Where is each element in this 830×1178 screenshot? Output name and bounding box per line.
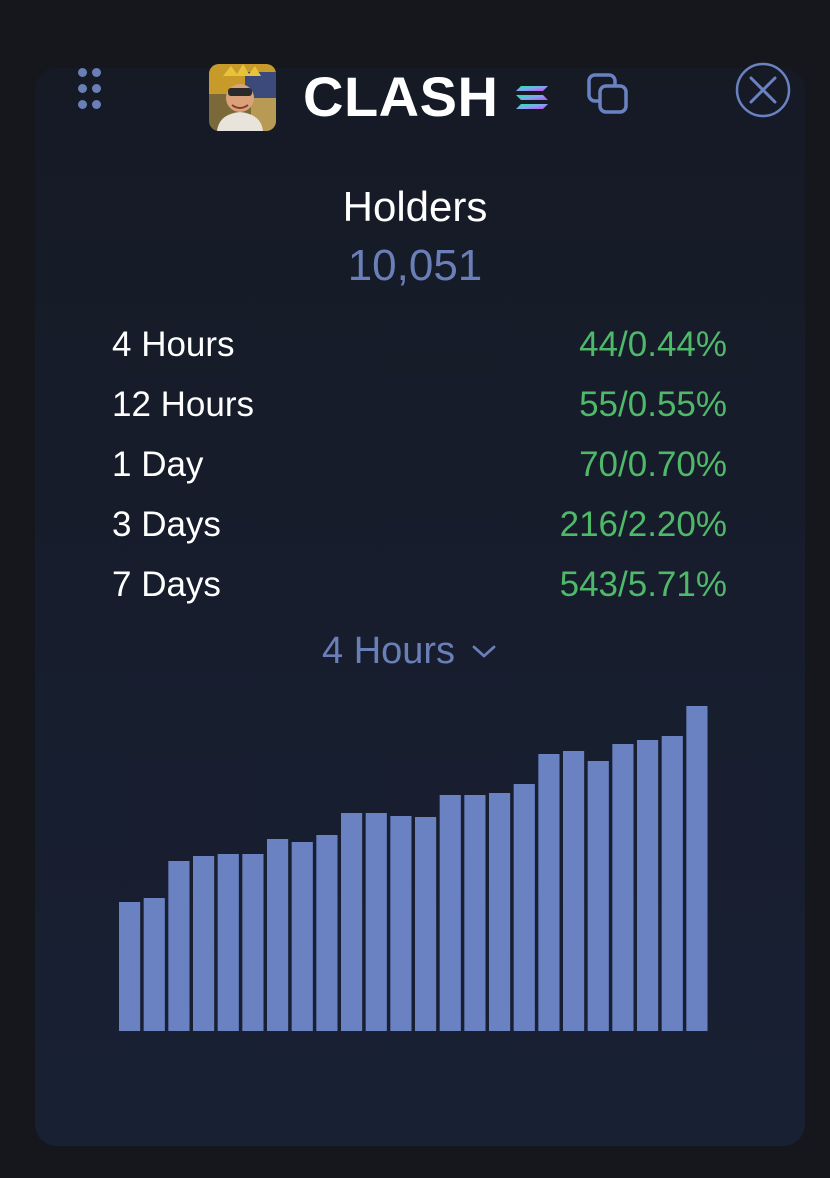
stat-label: 12 Hours: [112, 385, 255, 424]
copy-icon[interactable]: [586, 72, 630, 116]
stat-label: 3 Days: [112, 505, 221, 544]
stat-value: 70/0.70%: [579, 445, 727, 484]
stat-label: 4 Hours: [112, 325, 235, 364]
holders-count: 10,051: [347, 241, 483, 290]
holders-change-list: 4 Hours 44/0.44% 12 Hours 55/0.55% 1 Day…: [112, 315, 727, 615]
stat-label: 1 Day: [112, 445, 204, 484]
chevron-down-icon: [472, 645, 496, 658]
stat-row-3-days: 3 Days 216/2.20%: [112, 495, 727, 555]
drag-dots-icon[interactable]: [78, 68, 104, 112]
stat-row-1-day: 1 Day 70/0.70%: [112, 435, 727, 495]
solana-icon: [516, 86, 548, 109]
holders-title: Holders: [342, 183, 488, 230]
stat-value: 543/5.71%: [559, 565, 727, 604]
stat-row-7-days: 7 Days 543/5.71%: [112, 555, 727, 615]
stat-row-4-hours: 4 Hours 44/0.44%: [112, 315, 727, 375]
close-icon[interactable]: [735, 62, 791, 118]
stat-value: 216/2.20%: [559, 505, 727, 544]
stat-value: 55/0.55%: [579, 385, 727, 424]
token-avatar: [209, 64, 276, 131]
stat-row-12-hours: 12 Hours 55/0.55%: [112, 375, 727, 435]
stat-value: 44/0.44%: [579, 325, 727, 364]
token-ticker: CLASH: [303, 65, 499, 128]
period-selected-label: 4 Hours: [322, 630, 456, 672]
stat-label: 7 Days: [112, 565, 221, 604]
period-dropdown[interactable]: 4 Hours: [322, 624, 497, 678]
